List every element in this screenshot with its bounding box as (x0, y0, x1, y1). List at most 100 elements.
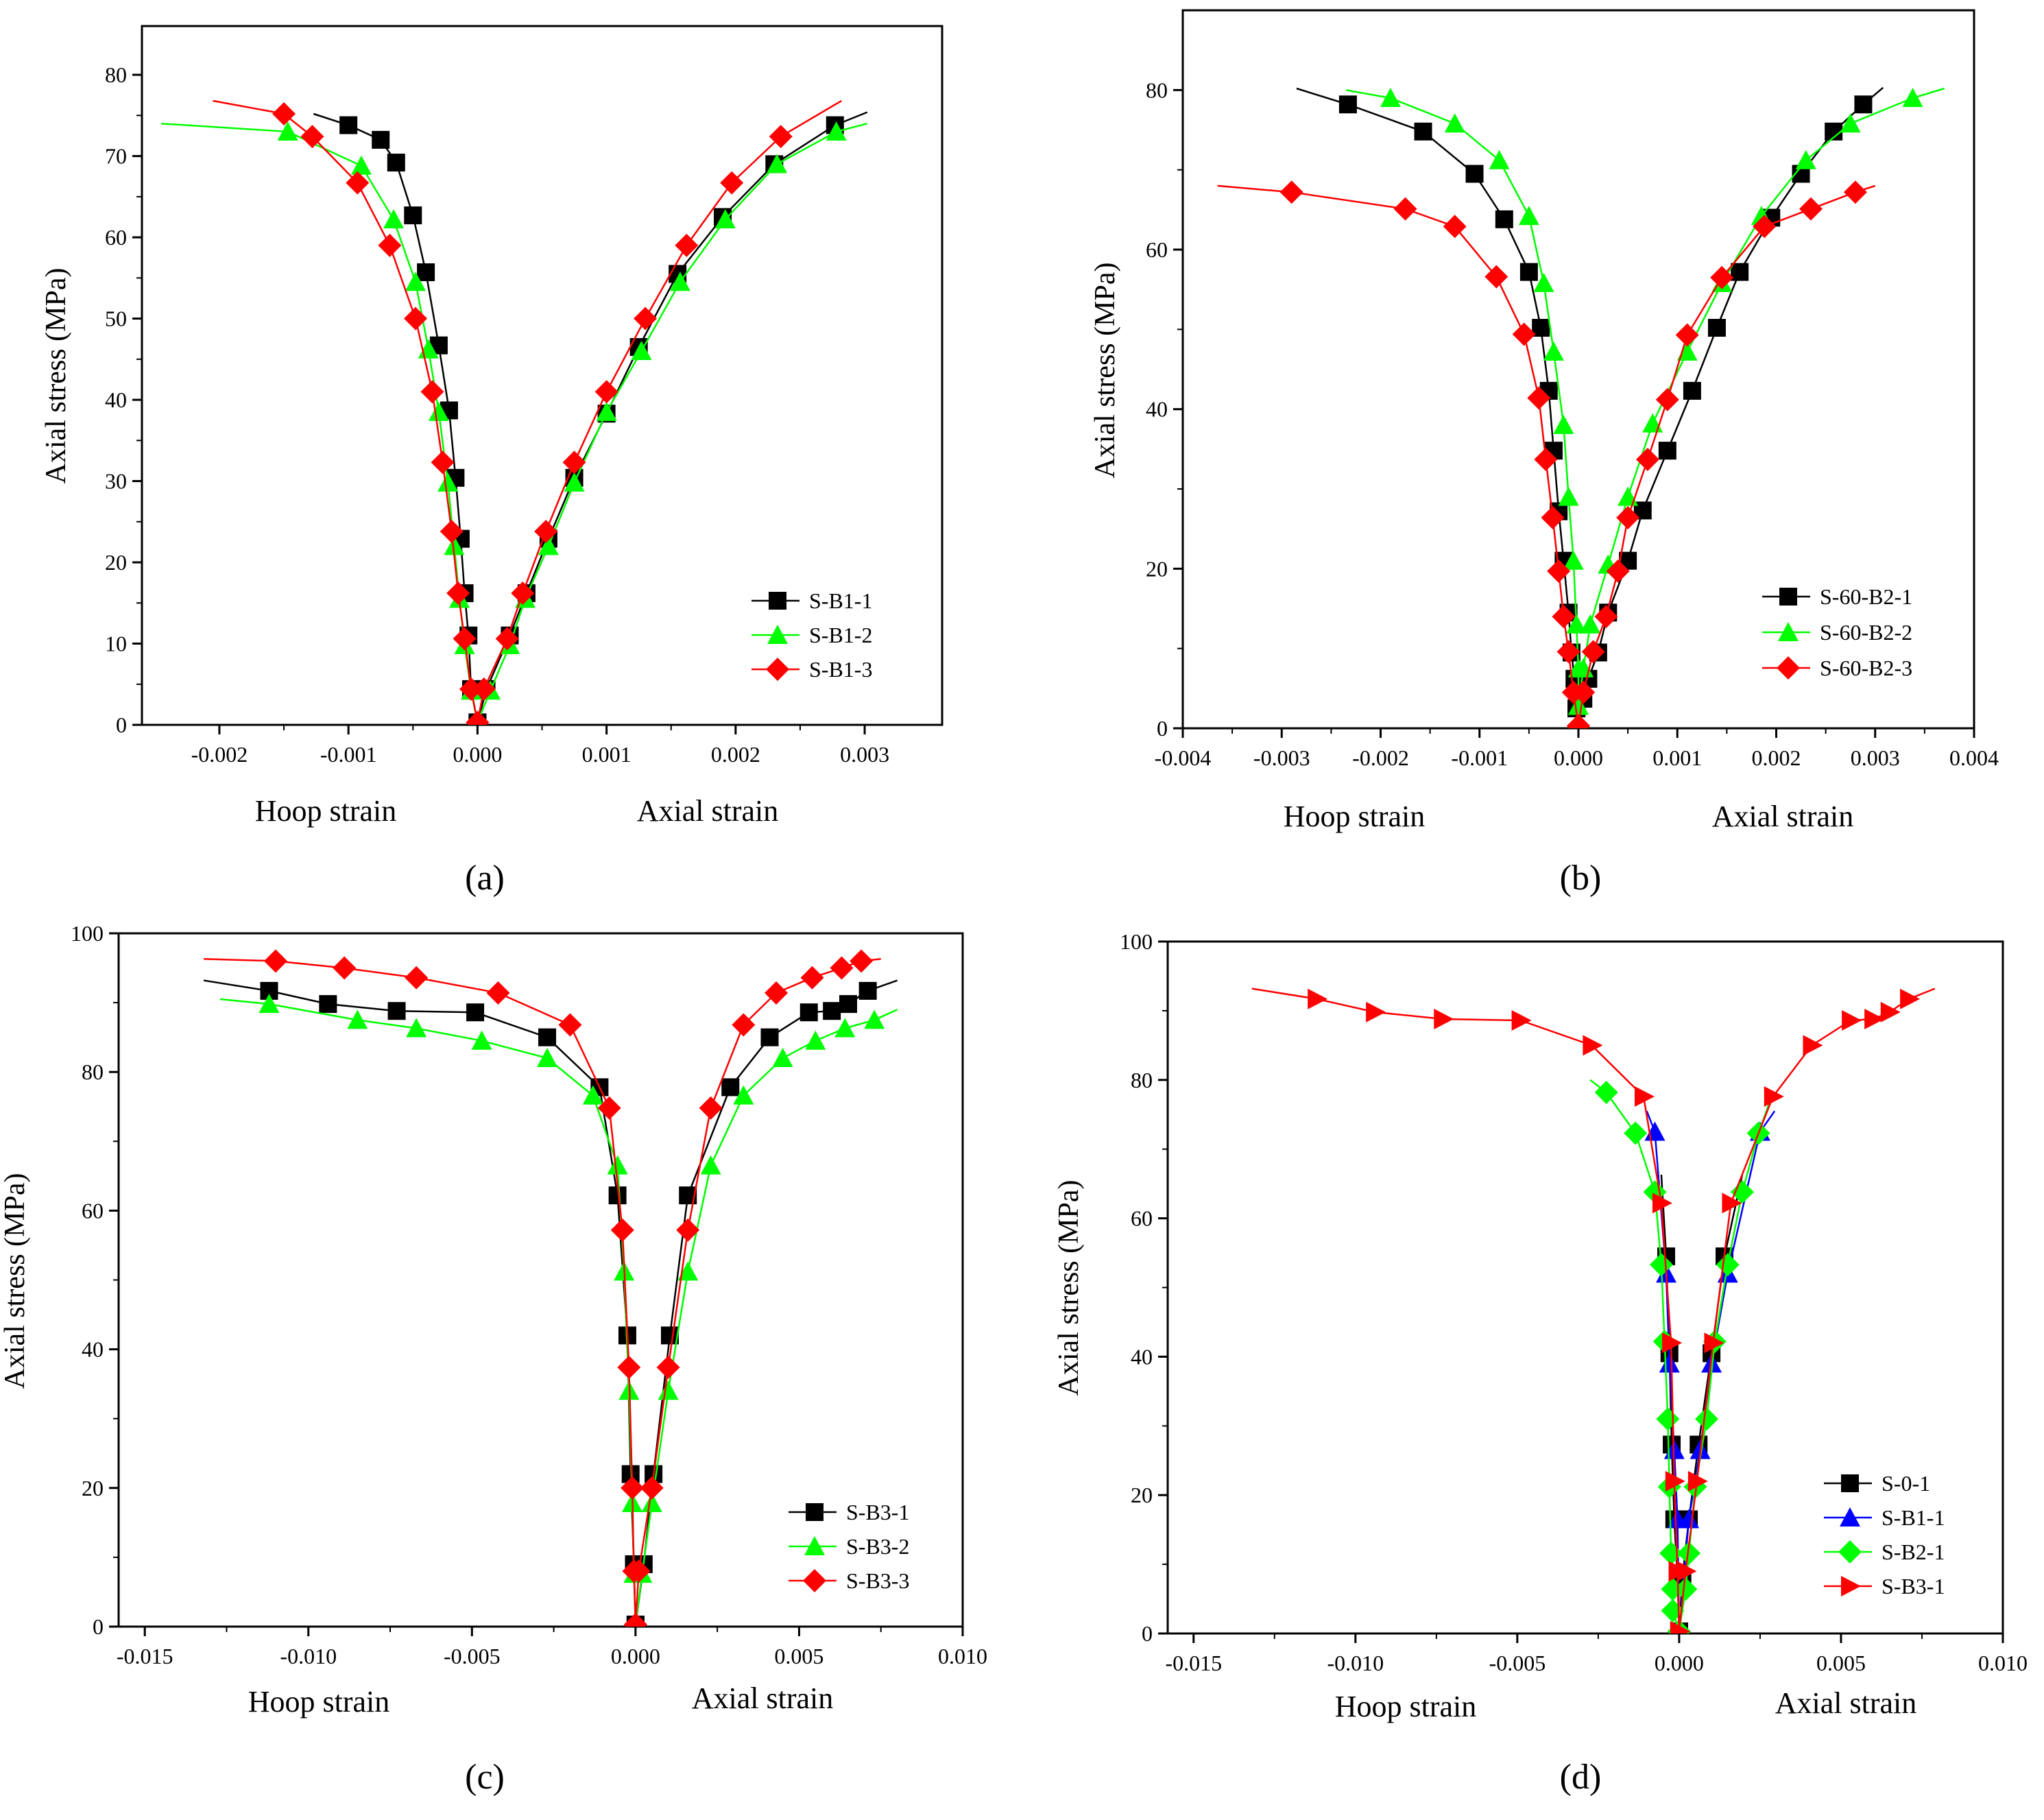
data-point (534, 519, 558, 543)
data-point (1753, 215, 1777, 239)
x-tick-label: -0.010 (1327, 1651, 1384, 1675)
data-point (1674, 1577, 1698, 1601)
y-tick-label: 0 (116, 713, 127, 737)
data-point (1380, 87, 1401, 107)
data-point (1580, 614, 1601, 634)
data-point (417, 263, 435, 282)
data-point (772, 1047, 793, 1067)
x-tick-label: -0.002 (191, 742, 248, 767)
data-point (733, 1085, 754, 1105)
data-point (1434, 1009, 1454, 1030)
legend-label: S-B3-2 (846, 1534, 909, 1559)
hoop-strain-label: Hoop strain (1335, 1690, 1477, 1723)
data-point (1553, 414, 1574, 434)
data-point (444, 536, 465, 555)
y-axis-label: Axial stress (MPa) (0, 1173, 31, 1389)
y-tick-label: 40 (82, 1337, 104, 1362)
y-tick-label: 40 (1146, 397, 1168, 422)
data-point (459, 677, 483, 701)
data-point (658, 1380, 679, 1400)
y-tick-label: 60 (105, 225, 127, 250)
x-tick-label: -0.002 (1352, 745, 1409, 770)
data-point (582, 1085, 603, 1105)
data-point (1656, 1407, 1680, 1431)
data-point (799, 1003, 818, 1022)
data-point (1511, 1010, 1532, 1031)
axial-curve (1576, 86, 1884, 709)
legend: S-B3-1 S-B3-2 S-B3-3 (789, 1500, 909, 1593)
data-point (623, 1612, 647, 1627)
data-point (1552, 605, 1576, 629)
axial-curve (1577, 87, 1945, 706)
legend-label: S-60-B2-1 (1820, 584, 1912, 609)
legend: S-0-1 S-B1-1 S-B2-1 S-B3-1 (1824, 1471, 1945, 1599)
data-point (466, 1003, 485, 1022)
x-tick-label: -0.010 (280, 1644, 337, 1668)
axial-curve (477, 99, 842, 723)
data-point (1581, 640, 1605, 664)
legend-marker (766, 658, 789, 681)
data-point (1649, 1253, 1673, 1277)
x-tick-label: -0.005 (1489, 1651, 1546, 1675)
data-point (1652, 1193, 1672, 1214)
data-point (1594, 605, 1618, 629)
y-tick-label: 20 (82, 1476, 104, 1500)
data-point (669, 272, 690, 291)
x-tick-label: 0.002 (1752, 745, 1801, 770)
legend-label: S-B1-1 (1881, 1505, 1945, 1530)
series-layer (1251, 987, 1936, 1633)
series-S-B3-1 (203, 979, 898, 1627)
panel-caption: (a) (465, 859, 505, 898)
series-layer (161, 99, 868, 725)
x-tick-label: 0.001 (1652, 745, 1702, 770)
legend-marker (769, 592, 786, 610)
x-tick-label: 0.005 (774, 1644, 823, 1668)
data-point (387, 1002, 406, 1020)
y-tick-label: 40 (1131, 1344, 1153, 1369)
data-point (1658, 442, 1676, 460)
y-tick-label: 10 (105, 632, 127, 656)
data-point (1547, 559, 1571, 583)
legend-marker (1778, 622, 1799, 641)
legend-marker (1838, 1540, 1862, 1564)
x-tick-label: 0.003 (1851, 745, 1900, 770)
data-point (1606, 559, 1630, 583)
y-tick-label: 80 (105, 62, 127, 87)
panel-caption: (d) (1560, 1758, 1602, 1797)
data-point (339, 116, 358, 134)
y-tick-label: 20 (105, 550, 127, 575)
y-axis-label: Axial stress (MPa) (1090, 263, 1121, 479)
data-point (621, 1476, 645, 1500)
data-point (558, 1013, 582, 1037)
data-point (1489, 149, 1510, 169)
data-point (1840, 113, 1861, 133)
data-point (675, 233, 699, 257)
data-point (258, 994, 280, 1014)
y-tick-label: 60 (1146, 237, 1168, 262)
y-tick-label: 100 (71, 921, 104, 946)
hoop-curve (219, 998, 637, 1625)
data-point (1533, 272, 1554, 292)
data-point (1634, 1086, 1655, 1107)
data-point (1566, 614, 1587, 634)
legend-marker (804, 1536, 825, 1555)
data-point (714, 209, 736, 229)
data-point (1414, 122, 1432, 141)
y-tick-label: 0 (1142, 1621, 1153, 1646)
data-point (700, 1155, 721, 1175)
data-point (466, 710, 490, 725)
data-point (1795, 149, 1816, 169)
legend-marker (1841, 1474, 1859, 1492)
axial-curve (634, 958, 881, 1625)
data-point (404, 307, 428, 331)
data-point (387, 154, 405, 172)
data-point (428, 401, 449, 421)
data-point (1803, 1035, 1823, 1056)
panel-caption: (c) (465, 1758, 505, 1797)
x-tick-label: -0.015 (1165, 1651, 1222, 1675)
data-point (864, 1009, 885, 1029)
data-point (1843, 180, 1867, 204)
data-point (1393, 197, 1417, 221)
data-point (607, 1155, 628, 1175)
